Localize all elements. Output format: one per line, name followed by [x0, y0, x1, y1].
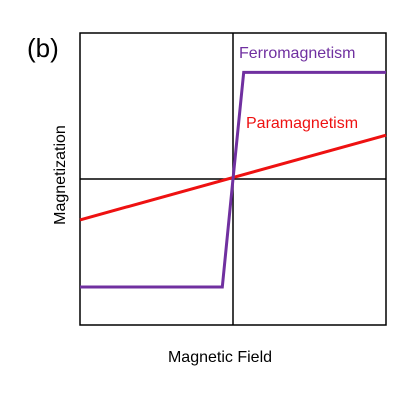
- ferromagnetism-line: [80, 70, 386, 289]
- panel-label: (b): [27, 33, 59, 63]
- x-axis-title: Magnetic Field: [168, 349, 272, 366]
- series-layer: [79, 70, 387, 289]
- ferromagnetism-label: Ferromagnetism: [239, 45, 355, 62]
- paramagnetism-label: Paramagnetism: [246, 115, 358, 132]
- y-axis-title: Magnetization: [52, 125, 69, 225]
